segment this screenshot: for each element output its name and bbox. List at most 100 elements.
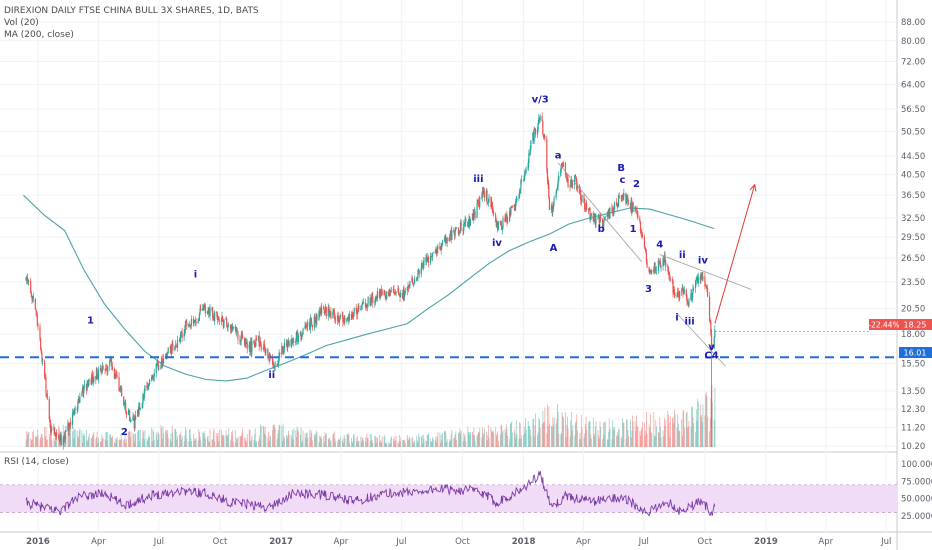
volume-bar xyxy=(481,437,483,447)
candle-body xyxy=(602,222,604,227)
candle-body xyxy=(691,293,693,301)
volume-bar xyxy=(697,401,699,447)
trend-lines[interactable] xyxy=(0,162,897,367)
candle-body xyxy=(85,384,88,391)
price-tick-label: 23.50 xyxy=(901,278,925,288)
candle-body xyxy=(63,436,66,440)
volume-bar xyxy=(310,430,312,447)
candle-body xyxy=(190,325,192,326)
volume-bar xyxy=(677,423,679,447)
volume-bar xyxy=(277,433,279,447)
volume-bar xyxy=(481,427,483,447)
candle-body xyxy=(55,432,58,437)
volume-bar xyxy=(627,429,629,447)
candle-body xyxy=(264,348,266,354)
volume-bar xyxy=(389,443,391,447)
volume-bar xyxy=(468,432,469,447)
candle-body xyxy=(392,289,394,292)
candle-body xyxy=(323,309,325,314)
candle-body xyxy=(347,317,349,321)
volume-bar xyxy=(390,438,392,447)
volume-bar xyxy=(212,439,214,447)
candle-body xyxy=(234,326,236,329)
candle-body xyxy=(524,170,527,172)
volume-bar xyxy=(90,437,92,447)
candle-body xyxy=(564,162,567,174)
volume-bar xyxy=(677,414,679,447)
candle-body xyxy=(328,311,331,316)
level-badge-text: 16.01 xyxy=(904,349,927,358)
volume-bar xyxy=(608,431,610,447)
volume-bar xyxy=(600,426,602,447)
candle-body xyxy=(343,317,345,322)
candle-body xyxy=(292,339,294,342)
candle-body xyxy=(27,280,29,282)
candle-body xyxy=(32,295,34,299)
volume-bar xyxy=(618,429,620,447)
volume-bar xyxy=(170,433,172,447)
volume-bar xyxy=(614,427,616,447)
candle-body xyxy=(393,289,395,293)
candle-body xyxy=(439,246,441,249)
candle-body xyxy=(313,316,315,328)
candle-body xyxy=(692,288,695,289)
volume-bar xyxy=(281,425,283,447)
volume-bar xyxy=(514,432,516,447)
trendline[interactable] xyxy=(557,162,643,263)
candle-body xyxy=(319,311,321,314)
candle-body xyxy=(694,280,697,289)
candle-body xyxy=(532,132,534,141)
volume-bar xyxy=(575,420,577,447)
candle-body xyxy=(601,219,604,227)
candle-body xyxy=(600,215,602,220)
candle-body xyxy=(665,261,667,267)
volume-bar xyxy=(428,432,430,447)
trendline[interactable] xyxy=(659,254,752,290)
volume-bar xyxy=(102,438,103,447)
candle-body xyxy=(208,308,210,316)
volume-bar xyxy=(479,427,481,447)
volume-bar xyxy=(111,437,113,447)
projection-arrow-line[interactable] xyxy=(714,184,756,324)
volume-bar xyxy=(436,436,438,447)
volume-bar xyxy=(42,438,44,447)
volume-bar xyxy=(543,421,545,447)
volume-bar xyxy=(291,437,293,447)
last-price-badge: 18.25 xyxy=(899,319,932,330)
volume-bar xyxy=(699,404,701,447)
trendline[interactable] xyxy=(676,313,726,367)
volume-bar xyxy=(533,436,535,447)
candle-body xyxy=(618,195,620,198)
candle-body xyxy=(667,266,669,268)
candle-body xyxy=(332,311,334,319)
volume-bar xyxy=(639,431,641,447)
volume-bar xyxy=(672,416,674,447)
volume-bar xyxy=(404,443,406,447)
volume-bar xyxy=(338,438,340,447)
wave-label: a xyxy=(555,150,562,161)
candle-body xyxy=(35,309,37,312)
volume-bar xyxy=(574,422,576,447)
volume-bar xyxy=(74,429,76,447)
candle-body xyxy=(198,320,200,322)
volume-bar xyxy=(667,410,669,447)
volume-bar xyxy=(135,434,137,447)
candle-body xyxy=(348,313,351,320)
wave-label: ii xyxy=(679,250,686,261)
volume-bar xyxy=(462,440,464,447)
time-tick-label: Oct xyxy=(455,537,470,547)
candle-body xyxy=(190,318,193,326)
volume-bar xyxy=(300,427,302,447)
candle-body xyxy=(67,423,69,431)
volume-bar xyxy=(430,438,432,447)
volume-bar xyxy=(360,436,362,447)
volume-bar xyxy=(645,430,647,447)
candle-body xyxy=(287,344,289,348)
volume-bar xyxy=(636,425,638,447)
volume-bar xyxy=(634,420,636,447)
candle-body xyxy=(167,347,169,354)
volume-bar xyxy=(371,434,372,447)
